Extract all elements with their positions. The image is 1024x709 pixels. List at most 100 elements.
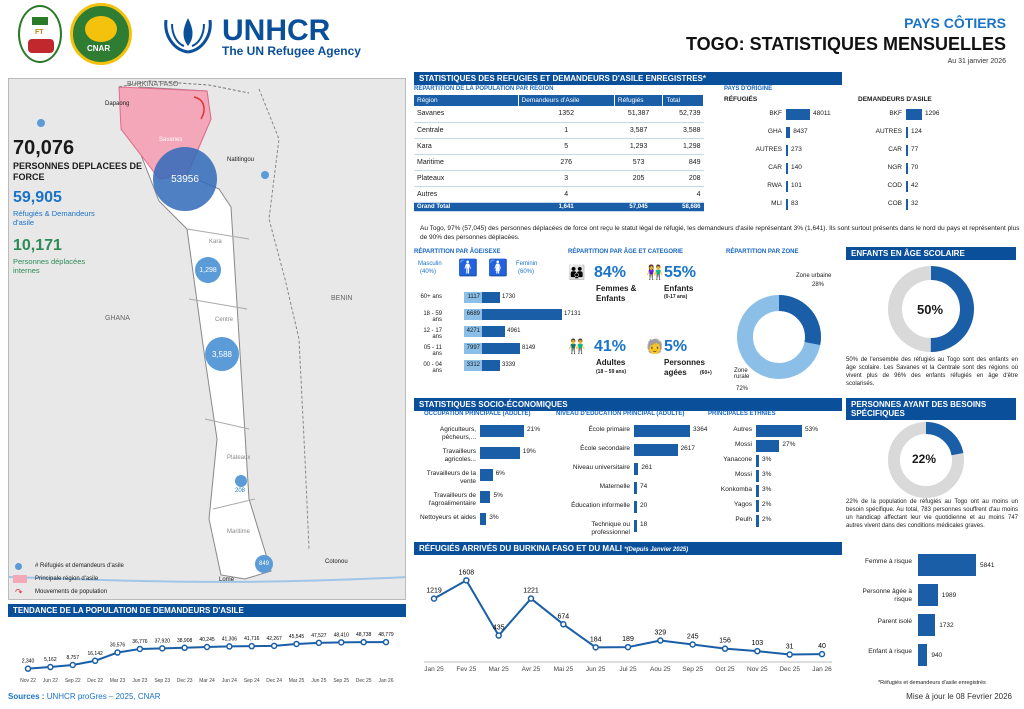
- age-label: 00 - 04 ans: [423, 362, 442, 374]
- socio-label: Peulh: [735, 516, 752, 523]
- bubble-savanes[interactable]: 53956: [153, 147, 217, 211]
- origin-label: CAR: [768, 164, 782, 171]
- socio-value: 20: [640, 502, 648, 509]
- x-tick-label: Sep 23: [154, 678, 170, 684]
- data-point: [47, 663, 54, 671]
- x-tick-label: Nov 25: [747, 666, 768, 673]
- table-cell: 5: [518, 138, 615, 155]
- data-point: [430, 595, 438, 602]
- data-label: 8,757: [66, 655, 79, 661]
- data-label: 674: [557, 613, 569, 620]
- pyramid-male-value: 4271: [466, 328, 480, 334]
- origin-bar: [906, 109, 922, 120]
- x-tick-label: Dec 24: [266, 678, 282, 684]
- bubble-plateaux[interactable]: [235, 475, 247, 487]
- origin-value: 70: [911, 164, 919, 171]
- arrivals-title-text: RÉFUGIÉS ARRIVÉS DU BURKINA FASO ET DU M…: [419, 544, 622, 553]
- region-table: Région Demandeurs d'Asile Réfugiés Total…: [414, 95, 704, 212]
- age-label: 60+ ans: [420, 294, 442, 300]
- male-icon: 🚹: [458, 260, 478, 277]
- socio-label: Technique ou professionnel: [591, 521, 630, 536]
- total-fdp-label: PERSONNES DEPLACEES DE FORCE: [13, 161, 143, 182]
- socio-value: 21%: [527, 426, 541, 433]
- col-region: Région: [414, 95, 519, 106]
- bubble-centrale[interactable]: 3,588: [205, 337, 239, 371]
- socio-bar: [480, 447, 520, 459]
- origine-title: PAYS D'ORIGINE: [724, 86, 773, 92]
- besoins-footnote: *Réfugiés et demandeurs d'asile enregist…: [878, 680, 986, 686]
- data-point: [818, 650, 826, 658]
- origin-bar: [786, 127, 791, 138]
- x-tick-label: Oct 25: [715, 666, 735, 673]
- origin-bar: [906, 127, 908, 138]
- origine-demandeurs-chart: BKF 1296 AUTRES 124 CAR 77 NGR 70 COD 42 COB 32: [858, 106, 1018, 218]
- socio-bar: [480, 469, 493, 481]
- origin-label: BKF: [769, 110, 782, 117]
- donut-value-arc: [888, 266, 974, 352]
- need-bar: [918, 584, 938, 606]
- col-demandeurs: Demandeurs d'Asile: [518, 95, 615, 106]
- data-label: 38,908: [177, 638, 193, 644]
- footer-updated: Mise à jour le 08 Fevrier 2026: [906, 692, 1012, 701]
- arrivals-subtitle: *(Depuis Janvier 2025): [624, 547, 689, 553]
- data-point: [203, 643, 211, 651]
- adultes-pct: 41%: [594, 338, 627, 355]
- bubble-savanes-value: 53956: [171, 173, 199, 185]
- socio-value: 3%: [489, 514, 499, 521]
- zone-urbaine-label: Zone urbaine: [796, 273, 832, 279]
- series-line: [433, 578, 823, 656]
- data-point: [754, 647, 761, 655]
- data-label: 48,779: [378, 632, 394, 638]
- need-value: 5841: [980, 562, 995, 569]
- x-tick-label: Jun 24: [222, 678, 237, 684]
- socio-label: École secondaire: [580, 445, 630, 452]
- bubble-maritime[interactable]: 849: [255, 555, 273, 573]
- x-tick-label: Jan 26: [812, 666, 832, 673]
- region-centrale-label: Centre: [215, 317, 234, 323]
- socio-label: Yanacone: [723, 456, 752, 463]
- data-label: 30,576: [110, 643, 126, 649]
- origin-bar: [786, 181, 788, 192]
- socio-bar: [634, 501, 637, 513]
- pyramid-female-value: 1730: [502, 294, 516, 300]
- data-point: [560, 621, 567, 628]
- cnar-logo: CNAR: [70, 3, 132, 65]
- socio-value: 3%: [762, 471, 772, 478]
- data-label: 103: [751, 640, 763, 647]
- pyramid-male-bar: [464, 360, 482, 371]
- table-cell: 1,298: [662, 138, 704, 155]
- city-lome: Lome: [219, 577, 235, 583]
- agees-pct: 5%: [664, 338, 688, 355]
- table-cell: Autres: [414, 186, 518, 203]
- table-row: Kara 5 1,293 1,298: [414, 138, 704, 155]
- data-point: [721, 645, 729, 652]
- elderly-icon: 🧓: [646, 338, 664, 354]
- pyramid-male-value: 6689: [466, 311, 480, 317]
- pyramid-female-bar: [482, 326, 506, 337]
- occupation-chart: Agriculteurs, pêcheurs,... 21% Travailleur…: [414, 422, 550, 536]
- unhcr-tagline: The UN Refugee Agency: [222, 44, 361, 58]
- origin-value: 32: [911, 200, 919, 207]
- socio-label: Nettoyeurs et aides: [419, 514, 476, 521]
- data-label: 189: [622, 636, 634, 643]
- bubble-kara[interactable]: 1,298: [195, 257, 221, 283]
- scolaire-pct: 50%: [917, 302, 944, 317]
- femmes-label: Femmes & Enfants: [596, 284, 637, 303]
- table-cell: 4: [662, 186, 704, 203]
- map-label-benin: BENIN: [331, 295, 353, 302]
- origin-bar: [786, 199, 788, 210]
- pyramid-female-value: 8149: [522, 345, 536, 351]
- female-label: Feminin: [516, 261, 538, 267]
- bubble-centrale-value: 3,588: [211, 349, 233, 359]
- socio-bar: [634, 520, 637, 532]
- socio-bar: [480, 425, 524, 437]
- table-cell: Plateaux: [414, 170, 518, 187]
- table-cell: Maritime: [414, 154, 518, 171]
- unhcr-brand: UNHCR: [222, 14, 331, 47]
- data-point: [382, 638, 390, 646]
- female-icon: 🚺: [488, 260, 508, 277]
- socio-value: 261: [641, 464, 653, 471]
- origin-label: NGR: [887, 164, 902, 171]
- zone-rurale-pct: 72%: [736, 386, 749, 392]
- donut-value-arc: [888, 422, 964, 498]
